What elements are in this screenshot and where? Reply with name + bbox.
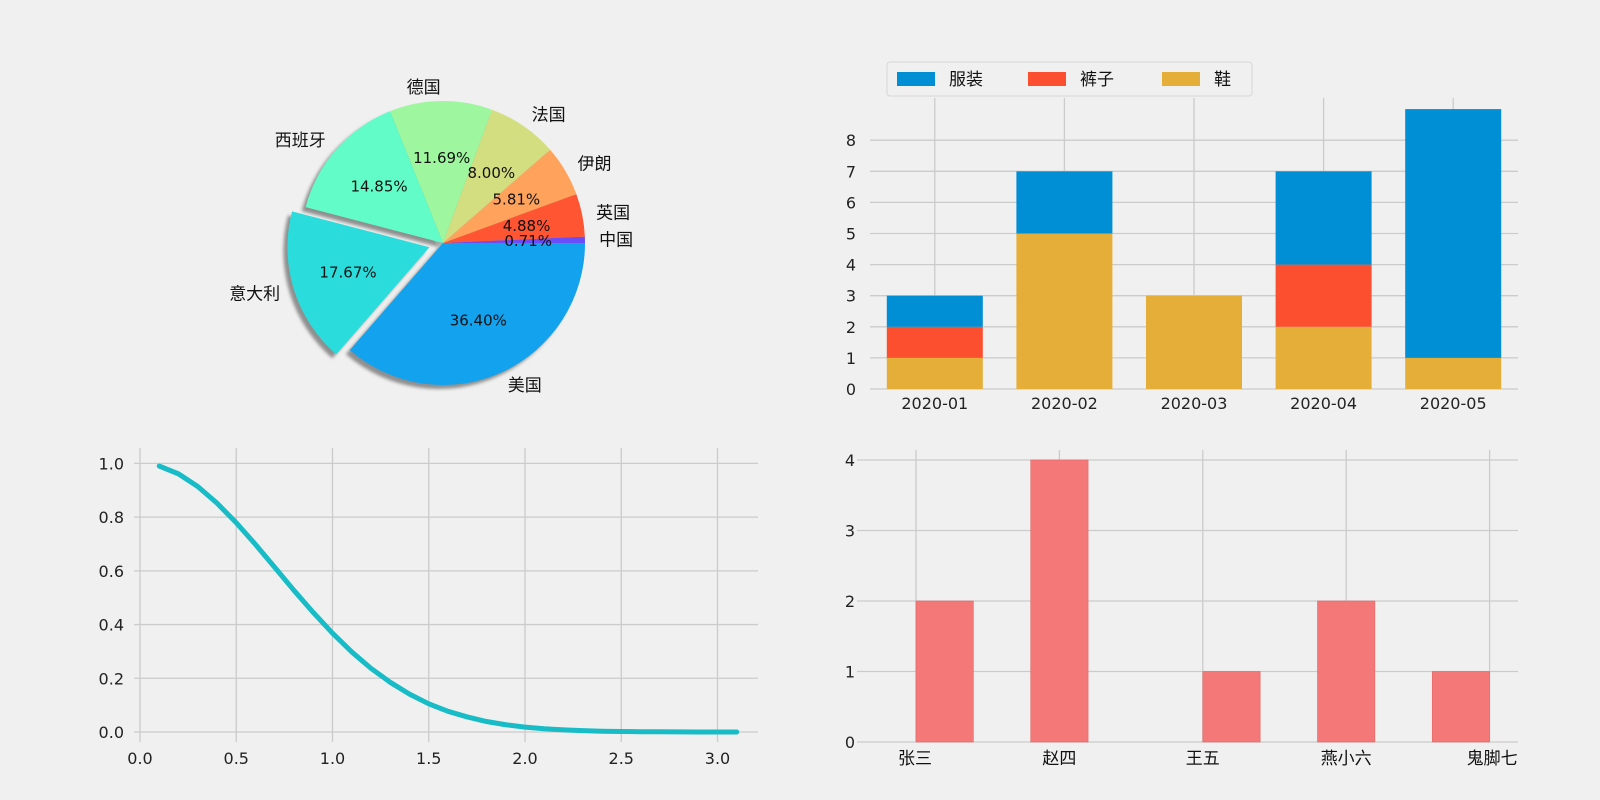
pie-percent-label: 17.67% (319, 263, 376, 281)
x-tick-label: 0.5 (224, 749, 249, 768)
y-tick-label: 8 (846, 131, 856, 150)
histogram-bar (1317, 600, 1376, 743)
x-tick-label: 3.0 (705, 749, 730, 768)
pie-category-label: 法国 (532, 105, 566, 125)
x-tick-label: 2020-04 (1290, 394, 1357, 413)
y-tick-label: 1 (845, 663, 855, 682)
y-tick-label: 0 (845, 733, 855, 752)
stacked-bar-segment (1146, 295, 1242, 389)
legend-swatch (897, 72, 935, 86)
pie-percent-label: 36.40% (450, 312, 507, 330)
y-tick-label: 4 (845, 451, 855, 470)
legend-label: 鞋 (1214, 70, 1231, 90)
y-tick-label: 7 (846, 162, 856, 181)
pie-percent-label: 5.81% (493, 191, 541, 209)
x-tick-label: 0.0 (127, 749, 152, 768)
pie-slice (349, 243, 585, 385)
y-tick-label: 0.0 (99, 723, 124, 742)
stacked-bar-segment (1016, 171, 1113, 234)
histogram-chart: 0 1 2 3 4 张三 赵四 王五 燕小六 鬼脚七 (845, 450, 1518, 769)
y-tick-label: 0.6 (99, 562, 124, 581)
histogram-bar (1431, 671, 1490, 743)
stacked-bar-segment (886, 326, 983, 358)
x-tick-label: 张三 (898, 749, 932, 769)
x-tick-label: 燕小六 (1321, 749, 1372, 769)
pie-category-label: 美国 (508, 376, 542, 396)
y-tick-label: 3 (846, 287, 856, 306)
histogram-bar (1030, 459, 1089, 743)
pie-category-label: 西班牙 (275, 131, 326, 151)
stacked-bar-segment (1405, 357, 1502, 389)
stacked-bar-segment (1275, 171, 1372, 265)
stacked-bar-chart: 0 1 2 3 4 5 6 7 8 2020-01 2020-02 2020-03 2020-04 202… (846, 61, 1518, 413)
pie-category-label: 德国 (407, 78, 441, 98)
pie-slice (443, 236, 585, 243)
x-tick-label: 王五 (1186, 749, 1220, 769)
pie-percent-label: 0.71% (504, 232, 552, 250)
pie-percent-label: 11.69% (413, 149, 470, 167)
y-tick-label: 6 (846, 193, 856, 212)
pie-slice (305, 111, 443, 243)
x-tick-label: 1.0 (320, 749, 345, 768)
pie-slice (287, 211, 430, 355)
stacked-bar-segment (886, 357, 983, 389)
legend: 服装 裤子 鞋 (886, 61, 1253, 97)
legend-box (886, 61, 1253, 97)
histogram-bar (915, 600, 974, 743)
pie-slice (443, 109, 551, 244)
x-tick-label: 2020-02 (1031, 394, 1098, 413)
pie-chart: 中国 0.71% 英国 4.88% 伊朗 5.81% 法国 8.00% 德国 11.69% 西班牙 1… (229, 78, 633, 396)
legend-label: 服装 (949, 70, 983, 90)
y-tick-label: 0.4 (99, 616, 124, 635)
x-tick-label: 1.5 (416, 749, 441, 768)
pie-slice (443, 194, 585, 243)
pie-category-label: 伊朗 (577, 155, 611, 175)
stacked-bar-segment (1016, 233, 1113, 389)
y-tick-label: 1 (846, 349, 856, 368)
legend-swatch (1162, 72, 1200, 86)
x-tick-label: 2.5 (609, 749, 634, 768)
stacked-bar-segment (1275, 264, 1372, 327)
pie-percent-label: 14.85% (350, 178, 407, 196)
line-chart: 0.0 0.2 0.4 0.6 0.8 1.0 0.0 0.5 1.0 1.5 2.0 2.5 3.0 (99, 448, 758, 768)
x-tick-label: 2020-05 (1420, 394, 1487, 413)
pie-category-label: 意大利 (229, 284, 280, 304)
stacked-bar-segment (1275, 326, 1372, 389)
legend-label: 裤子 (1080, 70, 1114, 90)
y-tick-label: 2 (846, 318, 856, 337)
pie-category-label: 英国 (596, 203, 630, 223)
pie-percent-label: 8.00% (468, 164, 516, 182)
x-tick-label: 赵四 (1042, 749, 1076, 769)
line-series (156, 463, 740, 735)
y-tick-label: 4 (846, 256, 856, 275)
y-tick-label: 2 (845, 592, 855, 611)
y-tick-label: 0 (846, 380, 856, 399)
x-tick-label: 2020-01 (901, 394, 968, 413)
pie-slice (443, 149, 577, 243)
stacked-bar-segment (886, 295, 983, 327)
pie-category-label: 中国 (599, 231, 633, 251)
x-tick-label: 2.0 (512, 749, 537, 768)
y-tick-label: 1.0 (99, 454, 124, 473)
y-tick-label: 3 (845, 522, 855, 541)
pie-percent-label: 4.88% (503, 217, 551, 235)
pie-slice (390, 100, 492, 243)
x-tick-label: 2020-03 (1161, 394, 1228, 413)
x-tick-label: 鬼脚七 (1467, 749, 1518, 769)
y-tick-label: 0.2 (99, 669, 124, 688)
stacked-bar-segment (1405, 109, 1502, 358)
histogram-bar (1202, 671, 1261, 743)
legend-swatch (1028, 72, 1066, 86)
y-tick-label: 0.8 (99, 508, 124, 527)
y-tick-label: 5 (846, 225, 856, 244)
